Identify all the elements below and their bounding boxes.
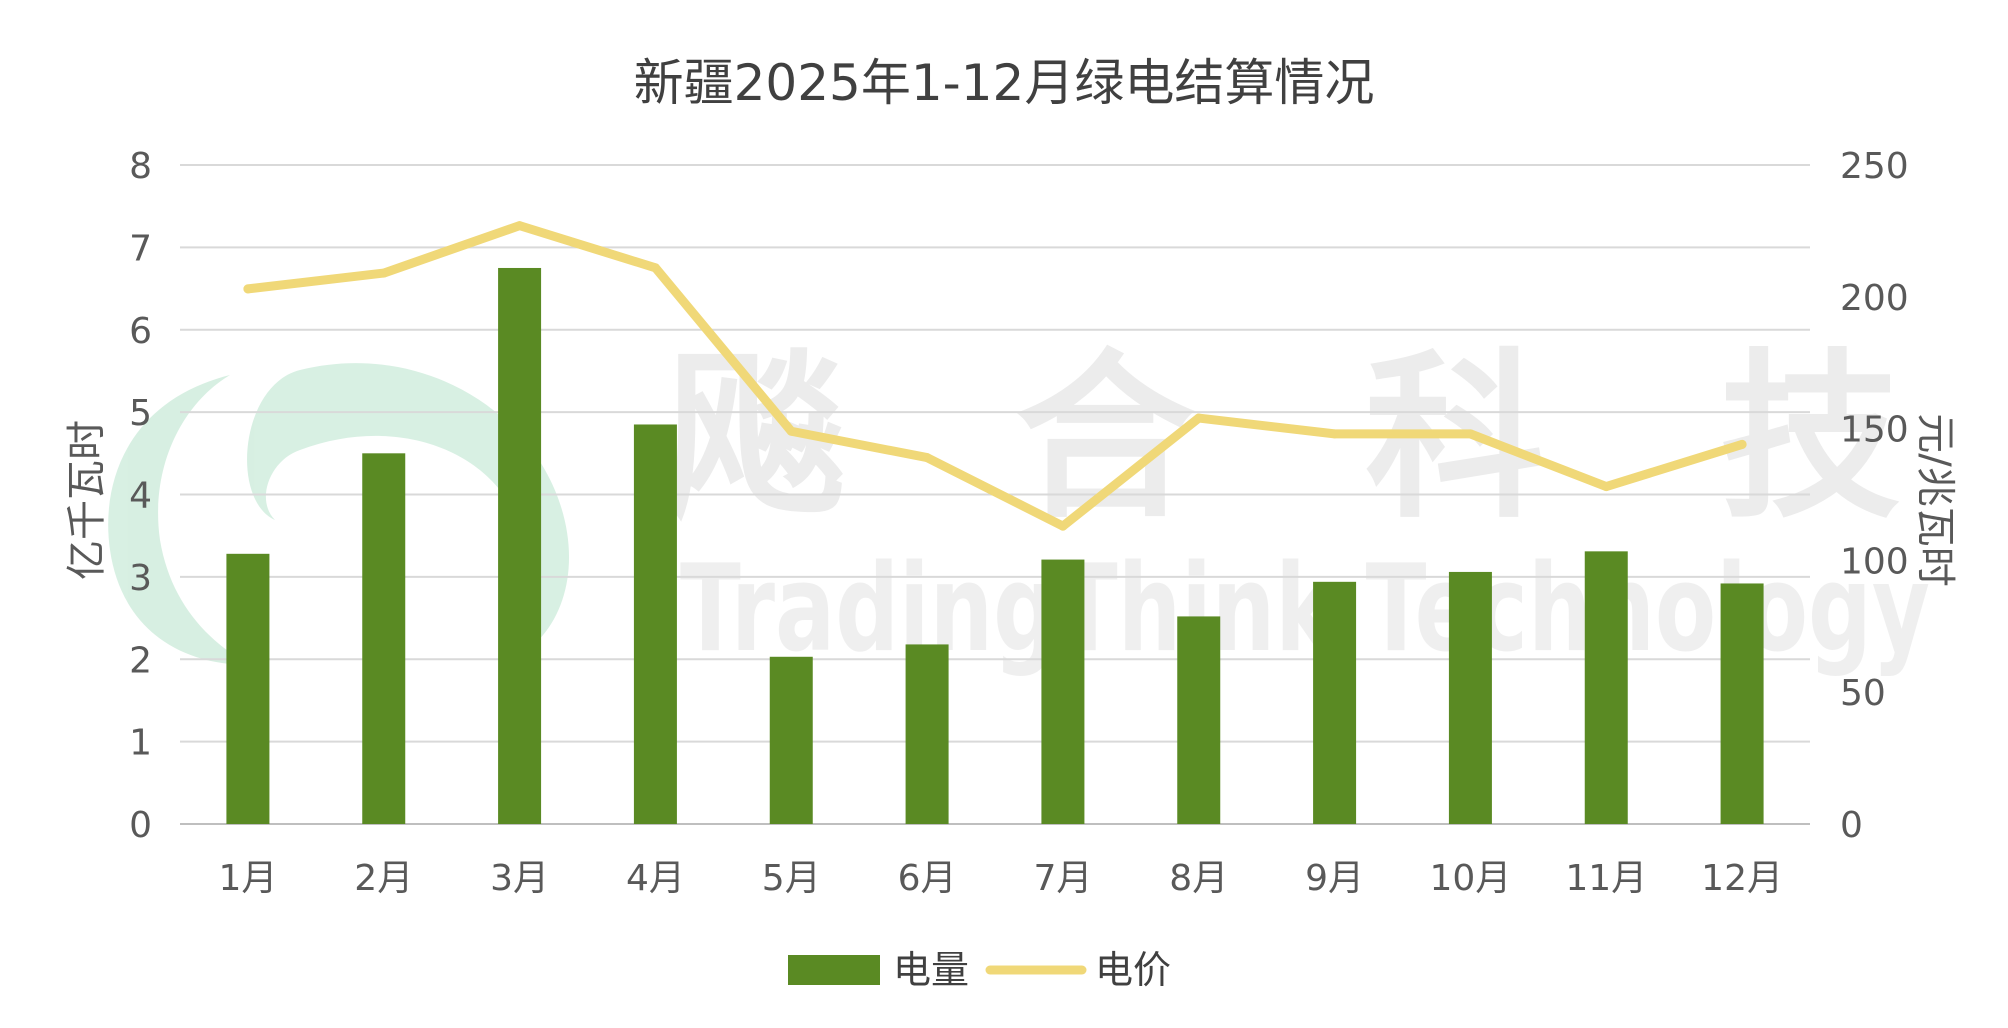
line-point: [1330, 429, 1340, 439]
line-point: [786, 426, 796, 436]
line-point: [243, 284, 253, 294]
left-tick-label: 6: [129, 311, 152, 352]
bar: [362, 453, 406, 824]
x-tick-label: 1月: [218, 858, 277, 899]
line-point: [1737, 439, 1747, 449]
chart-title: 新疆2025年1-12月绿电结算情况: [634, 54, 1375, 112]
left-tick-label: 2: [129, 640, 152, 681]
x-tick-label: 7月: [1033, 858, 1092, 899]
bar: [1584, 551, 1628, 824]
legend-label-bar: 电量: [893, 948, 969, 992]
price-line: [243, 221, 1747, 531]
left-tick-label: 1: [129, 723, 152, 764]
right-tick-label: 200: [1840, 278, 1909, 319]
line-point: [922, 453, 932, 463]
x-tick-label: 2月: [354, 858, 413, 899]
line-point: [379, 268, 389, 278]
x-tick-label: 11月: [1565, 858, 1647, 899]
left-tick-label: 3: [129, 558, 152, 599]
bar: [905, 644, 949, 824]
x-tick-label: 8月: [1169, 858, 1228, 899]
bar: [769, 656, 813, 824]
bar: [498, 267, 542, 824]
line-series: [243, 221, 1747, 531]
bar: [633, 424, 677, 824]
bar-series: [226, 267, 1764, 824]
bar: [1448, 571, 1492, 824]
bar: [1041, 559, 1085, 824]
right-tick-label: 150: [1840, 410, 1909, 451]
watermark-char-4: 技: [1720, 334, 1900, 543]
right-tick-label: 250: [1840, 146, 1909, 187]
right-axis-ticks: 0 50 100 150 200 250: [1840, 146, 1909, 846]
line-point: [515, 221, 525, 231]
left-tick-label: 7: [129, 228, 152, 269]
watermark-char-3: 科: [1365, 334, 1545, 543]
right-axis-title: 元/兆瓦时: [1912, 413, 1958, 586]
bar: [1313, 581, 1357, 824]
watermark-logo: [108, 363, 570, 665]
x-tick-label: 3月: [490, 858, 549, 899]
bar: [226, 553, 270, 824]
x-tick-label: 9月: [1305, 858, 1364, 899]
line-point: [1465, 429, 1475, 439]
legend: 电量 电价: [788, 948, 1171, 992]
bar: [1177, 616, 1221, 824]
line-point: [1601, 482, 1611, 492]
right-tick-label: 100: [1840, 541, 1909, 582]
left-tick-label: 0: [129, 805, 152, 846]
line-point: [1058, 521, 1068, 531]
line-point: [1194, 413, 1204, 423]
gridlines: [180, 164, 1810, 825]
line-point: [650, 263, 660, 273]
bar: [1720, 583, 1764, 824]
left-tick-label: 5: [129, 393, 152, 434]
left-tick-label: 8: [129, 146, 152, 187]
watermark-char-2: 合: [1015, 334, 1195, 543]
left-axis-title: 亿千瓦时: [64, 420, 110, 580]
right-tick-label: 50: [1840, 673, 1886, 714]
left-axis-ticks: 0 1 2 3 4 5 6 7 8: [129, 146, 152, 846]
x-tick-label: 4月: [626, 858, 685, 899]
x-tick-label: 6月: [898, 858, 957, 899]
legend-swatch-bar: [788, 955, 880, 985]
legend-label-line: 电价: [1095, 948, 1171, 992]
x-tick-label: 10月: [1430, 858, 1512, 899]
right-tick-label: 0: [1840, 805, 1863, 846]
x-axis-ticks: 1月 2月 3月 4月 5月 6月 7月 8月 9月 10月 11月 12月: [218, 858, 1783, 899]
left-tick-label: 4: [129, 476, 152, 517]
x-tick-label: 12月: [1701, 858, 1783, 899]
x-tick-label: 5月: [762, 858, 821, 899]
